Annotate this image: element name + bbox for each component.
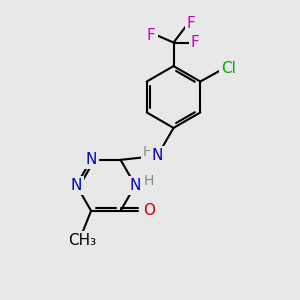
Text: H: H	[143, 174, 154, 188]
Text: Cl: Cl	[221, 61, 236, 76]
Text: F: F	[187, 16, 196, 32]
Text: F: F	[191, 35, 200, 50]
Text: H: H	[143, 146, 153, 159]
Text: N: N	[152, 148, 163, 164]
Text: N: N	[130, 178, 141, 193]
Text: N: N	[85, 152, 97, 167]
Text: N: N	[71, 178, 82, 193]
Text: O: O	[143, 203, 155, 218]
Text: F: F	[147, 28, 156, 43]
Text: CH₃: CH₃	[68, 233, 96, 248]
